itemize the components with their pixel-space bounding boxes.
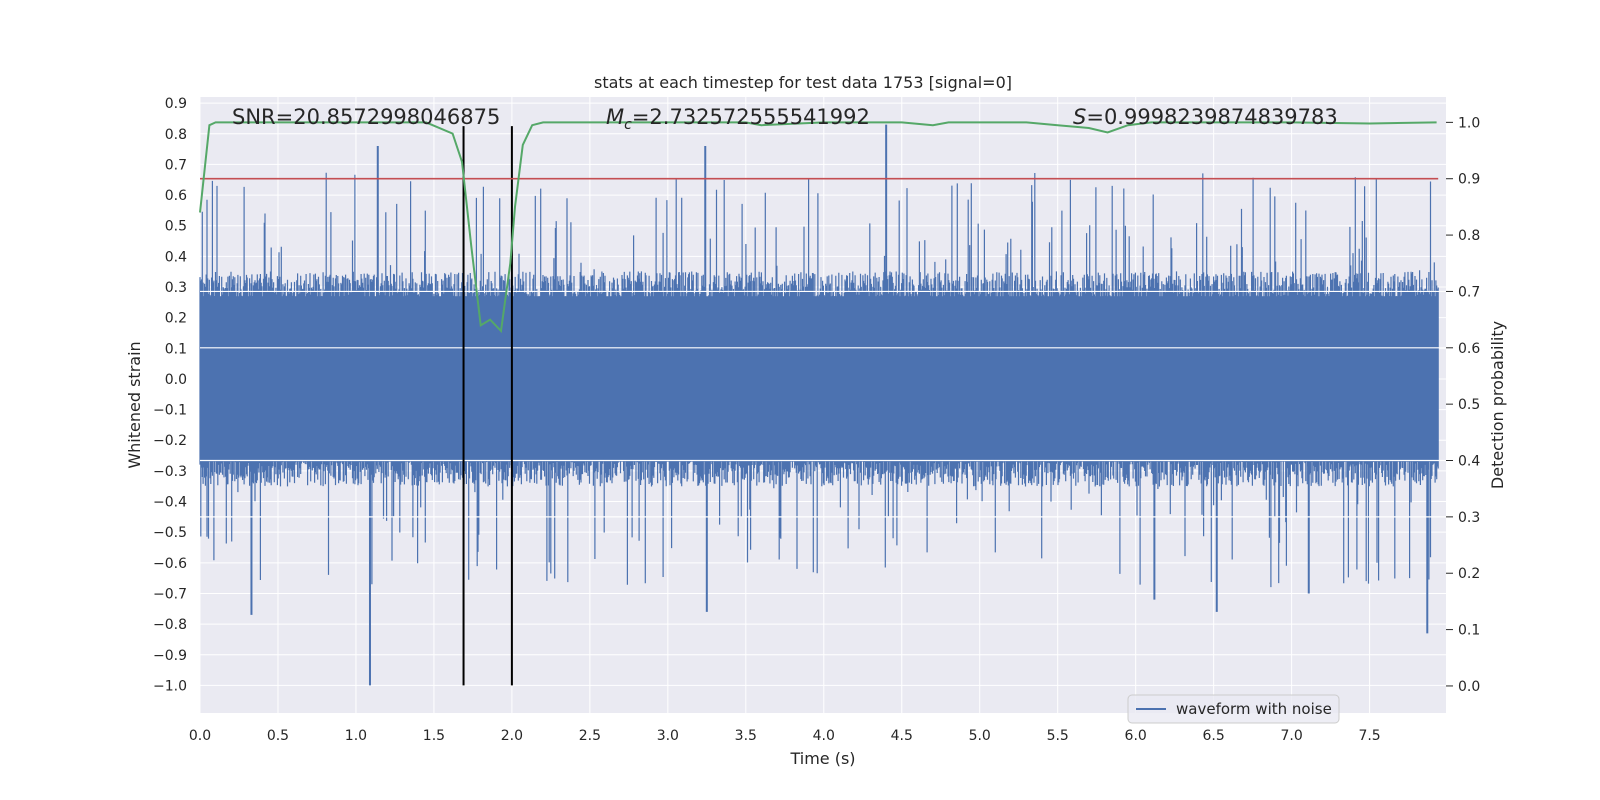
y2-tick-label: 0.4 bbox=[1458, 454, 1480, 470]
x-tick-label: 1.0 bbox=[345, 728, 367, 744]
legend-label: waveform with noise bbox=[1176, 700, 1332, 718]
x-tick-label: 6.5 bbox=[1203, 728, 1225, 744]
x-tick-labels: 0.0 0.5 1.0 1.5 2.0 2.5 3.0 3.5 4.0 4.5 5.0 5.5 6.0 6… bbox=[189, 728, 1381, 744]
x-tick-label: 4.0 bbox=[813, 728, 835, 744]
y-tick-label: 0.8 bbox=[165, 127, 187, 143]
legend-box bbox=[1127, 694, 1340, 724]
y-tick-label: 0.1 bbox=[165, 341, 187, 357]
y2-tick-label: 0.2 bbox=[1458, 566, 1480, 582]
detection-probability-line bbox=[199, 121, 1437, 334]
y-tick-label: 0.2 bbox=[165, 311, 187, 327]
y-tick-label: −0.5 bbox=[153, 525, 187, 541]
x-tick-label: 4.5 bbox=[891, 728, 913, 744]
y2-tick-label: 0.1 bbox=[1458, 623, 1480, 639]
score-value: =0.9998239874839783 bbox=[1086, 105, 1337, 129]
chirp-mass-symbol: M bbox=[606, 105, 624, 129]
x-tick-label: 0.5 bbox=[267, 728, 289, 744]
y-axis-label: Whitened strain bbox=[125, 341, 144, 468]
y-tick-label: −0.6 bbox=[153, 556, 187, 572]
y-tick-label: 0.0 bbox=[165, 372, 187, 388]
x-tick-label: 7.5 bbox=[1358, 728, 1380, 744]
y2-tick-labels: 1.0 0.9 0.8 0.7 0.6 0.5 0.4 0.3 0.2 0.1 0.0 bbox=[1446, 115, 1480, 695]
y-tick-label: −0.8 bbox=[153, 617, 187, 633]
x-tick-label: 2.5 bbox=[579, 728, 601, 744]
y-tick-label: 0.6 bbox=[165, 188, 187, 204]
snr-annotation: SNR=20.8572998046875 bbox=[232, 105, 500, 129]
y-tick-label: −0.2 bbox=[153, 433, 187, 449]
y-tick-label: −0.1 bbox=[153, 403, 187, 419]
y-tick-label: −0.4 bbox=[153, 495, 187, 511]
y2-tick-label: 0.7 bbox=[1458, 284, 1480, 300]
score-symbol: S bbox=[1073, 105, 1086, 129]
y-tick-label: 0.9 bbox=[165, 96, 187, 112]
x-axis-label: Time (s) bbox=[789, 749, 855, 768]
legend: waveform with noise bbox=[1127, 694, 1340, 724]
x-tick-label: 0.0 bbox=[189, 728, 211, 744]
y-tick-label: −1.0 bbox=[153, 678, 187, 694]
y-tick-label: 0.3 bbox=[165, 280, 187, 296]
y-tick-label: 0.5 bbox=[165, 219, 187, 235]
score-annotation: S=0.9998239874839783 bbox=[1073, 105, 1338, 129]
x-tick-label: 6.0 bbox=[1125, 728, 1147, 744]
y2-tick-label: 0.8 bbox=[1458, 228, 1480, 244]
y2-tick-label: 0.5 bbox=[1458, 397, 1480, 413]
x-tick-label: 3.5 bbox=[735, 728, 757, 744]
y2-tick-label: 0.6 bbox=[1458, 341, 1480, 357]
x-tick-label: 7.0 bbox=[1280, 728, 1302, 744]
chirp-mass-subscript: c bbox=[624, 117, 632, 133]
y-tick-label: −0.7 bbox=[153, 586, 187, 602]
y2-axis-label: Detection probability bbox=[1488, 321, 1507, 489]
waveform-series bbox=[199, 124, 1446, 686]
probability-group bbox=[199, 121, 1437, 334]
x-tick-label: 1.5 bbox=[423, 728, 445, 744]
chirp-mass-value: =2.732572555541992 bbox=[632, 105, 870, 129]
x-tick-label: 5.0 bbox=[969, 728, 991, 744]
chart-title: stats at each timestep for test data 175… bbox=[594, 73, 1012, 92]
y2-tick-label: 0.3 bbox=[1458, 510, 1480, 526]
waveform-line bbox=[199, 172, 1439, 588]
x-tick-label: 2.0 bbox=[501, 728, 523, 744]
y-tick-label: 0.4 bbox=[165, 249, 187, 265]
y-tick-label: −0.9 bbox=[153, 648, 187, 664]
vertical-markers bbox=[462, 126, 513, 686]
x-tick-label: 5.5 bbox=[1047, 728, 1069, 744]
y-tick-label: 0.7 bbox=[165, 157, 187, 173]
chirp-mass-annotation: Mc=2.732572555541992 bbox=[606, 105, 870, 133]
y2-tick-label: 1.0 bbox=[1458, 115, 1480, 131]
y-tick-labels: 0.9 0.8 0.7 0.6 0.5 0.4 0.3 0.2 0.1 0.0 −0.1 −0.2 −0… bbox=[153, 96, 187, 694]
y2-tick-label: 0.0 bbox=[1458, 679, 1480, 695]
y2-tick-label: 0.9 bbox=[1458, 172, 1480, 188]
x-tick-label: 3.0 bbox=[657, 728, 679, 744]
y-tick-label: −0.3 bbox=[153, 464, 187, 480]
